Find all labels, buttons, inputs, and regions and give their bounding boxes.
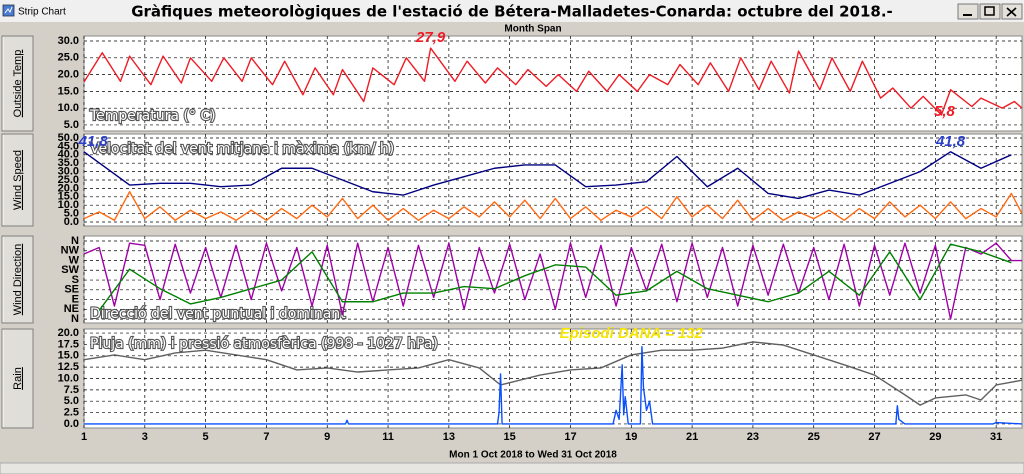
x-tick-label: 1 bbox=[81, 431, 87, 443]
x-tick-label: 25 bbox=[808, 431, 820, 443]
panel-title: Temperatura (° C) bbox=[89, 108, 216, 124]
y-tick-label: NE bbox=[64, 303, 79, 315]
series-line bbox=[83, 341, 1023, 406]
x-tick-label: 5 bbox=[203, 431, 209, 443]
y-tick-label: 10.0 bbox=[58, 199, 79, 211]
title-bar bbox=[0, 0, 1024, 22]
panel-button-label[interactable]: Rain bbox=[12, 367, 24, 390]
y-tick-label: 0.0 bbox=[64, 418, 79, 430]
x-tick-label: 15 bbox=[504, 431, 516, 443]
annotation: 27,9 bbox=[415, 29, 446, 46]
x-tick-label: 21 bbox=[686, 431, 698, 443]
x-tick-label: 23 bbox=[747, 431, 759, 443]
y-tick-label: 30.0 bbox=[58, 166, 79, 178]
panel-title: Pluja (mm) i pressió atmosfèrica (998 - … bbox=[90, 336, 438, 352]
y-tick-label: 15.0 bbox=[58, 350, 79, 362]
series-line bbox=[83, 47, 1023, 116]
y-tick-label: E bbox=[72, 293, 79, 305]
y-tick-label: 7.5 bbox=[64, 384, 79, 396]
panels: Outside Temp30.025.020.015.010.05.0Tempe… bbox=[1, 29, 1023, 443]
annotation: 41,8 bbox=[935, 133, 966, 150]
panel-button-label[interactable]: Wind Speed bbox=[12, 150, 24, 210]
y-tick-label: 35.0 bbox=[58, 157, 79, 169]
close-icon bbox=[1006, 7, 1017, 17]
y-tick-label: S bbox=[72, 274, 79, 286]
x-tick-label: 13 bbox=[443, 431, 455, 443]
y-tick-label: 5.0 bbox=[64, 207, 79, 219]
y-tick-label: SE bbox=[64, 284, 79, 296]
app-icon-line bbox=[4, 6, 13, 14]
y-tick-label: 5.0 bbox=[64, 119, 79, 131]
y-tick-label: 12.5 bbox=[58, 361, 79, 373]
x-tick-label: 19 bbox=[625, 431, 637, 443]
minimize-button[interactable] bbox=[957, 3, 979, 20]
series-line bbox=[83, 151, 1012, 200]
panel-button[interactable] bbox=[1, 328, 34, 429]
y-tick-label: SW bbox=[61, 264, 79, 276]
y-tick-label: 15.0 bbox=[58, 191, 79, 203]
y-tick-label: 25.0 bbox=[58, 52, 79, 64]
panel-button[interactable] bbox=[1, 133, 34, 227]
x-tick-label: 27 bbox=[868, 431, 880, 443]
x-tick-label: 11 bbox=[382, 431, 394, 443]
y-tick-label: 15.0 bbox=[58, 85, 79, 97]
panel-button[interactable] bbox=[1, 35, 34, 132]
y-tick-label: N bbox=[71, 235, 79, 247]
y-tick-label: 20.0 bbox=[58, 69, 79, 81]
series-line bbox=[83, 242, 1022, 320]
chart-title: Gràfiques meteorològiques de l'estació d… bbox=[131, 3, 893, 21]
x-tick-label: 9 bbox=[324, 431, 330, 443]
y-tick-label: 40.0 bbox=[58, 149, 79, 161]
annotation: 5,8 bbox=[934, 103, 956, 120]
annotation: 41,8 bbox=[78, 133, 109, 150]
x-tick-label: 29 bbox=[929, 431, 941, 443]
y-tick-label: 25.0 bbox=[58, 174, 79, 186]
y-tick-label: 20.0 bbox=[58, 182, 79, 194]
maximize-icon bbox=[984, 6, 995, 16]
annotation: Episodi DANA = 132 bbox=[560, 325, 704, 342]
panel-title: Velocitat del vent mitjana i màxima (km/… bbox=[90, 141, 394, 157]
panel-button-label[interactable]: Wind Direction bbox=[12, 244, 24, 316]
y-tick-label: 0.0 bbox=[64, 216, 79, 228]
y-tick-label: 17.5 bbox=[58, 338, 79, 350]
y-tick-label: 50.0 bbox=[58, 132, 79, 144]
y-tick-label: W bbox=[69, 254, 80, 266]
y-tick-label: N bbox=[71, 313, 79, 325]
y-tick-label: 2.5 bbox=[64, 406, 79, 418]
chart-subtitle: Month Span bbox=[504, 24, 561, 35]
series-line bbox=[83, 191, 1023, 221]
x-tick-label: 7 bbox=[263, 431, 269, 443]
y-tick-label: 30.0 bbox=[58, 35, 79, 47]
x-tick-label: 3 bbox=[142, 431, 148, 443]
y-tick-label: 10.0 bbox=[58, 102, 79, 114]
y-tick-label: 5.0 bbox=[64, 395, 79, 407]
series-line bbox=[84, 346, 1023, 425]
series-line bbox=[98, 243, 1012, 311]
y-tick-label: NW bbox=[61, 245, 80, 257]
panel-button[interactable] bbox=[1, 235, 34, 324]
plot-area bbox=[83, 35, 1023, 132]
panel-button-label[interactable]: Outside Temp bbox=[12, 50, 24, 118]
x-tick-label: 17 bbox=[564, 431, 576, 443]
window-title: Strip Chart bbox=[18, 7, 66, 18]
y-tick-label: 10.0 bbox=[58, 372, 79, 384]
y-tick-label: 45.0 bbox=[58, 140, 79, 152]
window-controls bbox=[957, 3, 1023, 20]
y-tick-label: 20.0 bbox=[58, 327, 79, 339]
x-axis-label: Mon 1 Oct 2018 to Wed 31 Oct 2018 bbox=[449, 450, 617, 461]
scrollbar[interactable] bbox=[0, 462, 1024, 474]
panel-title: Direcció del vent puntual i dominant bbox=[90, 306, 346, 322]
x-tick-label: 31 bbox=[990, 431, 1002, 443]
